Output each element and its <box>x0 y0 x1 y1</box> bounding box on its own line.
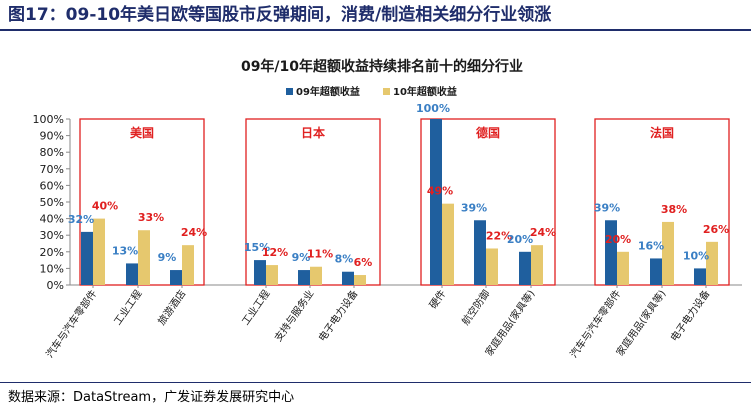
bar-2010 <box>138 230 150 285</box>
y-tick-label: 70% <box>40 163 64 176</box>
value-label-2009: 16% <box>638 239 664 252</box>
legend-item-2009-label: 09年超额收益 <box>296 85 360 98</box>
value-label-2009: 8% <box>335 253 354 266</box>
value-label-2010: 38% <box>661 203 687 216</box>
value-label-2010: 12% <box>262 246 288 259</box>
value-label-2010: 22% <box>486 229 512 242</box>
value-label-2009: 15% <box>244 241 270 254</box>
bar-2009 <box>605 220 617 285</box>
value-label-2010: 24% <box>181 226 207 239</box>
category-label: 电子电力设备 <box>667 287 712 344</box>
value-label-2009: 9% <box>292 251 311 264</box>
bar-2010 <box>706 241 718 285</box>
bar-2009 <box>650 258 662 285</box>
bar-2010 <box>662 221 674 285</box>
bar-2009 <box>254 260 266 285</box>
value-label-2009: 20% <box>507 233 533 246</box>
group-name: 美国 <box>130 125 154 140</box>
bar-2010 <box>442 203 454 285</box>
y-tick-label: 0% <box>47 279 64 292</box>
group-name: 日本 <box>301 125 325 140</box>
bar-2009 <box>342 271 354 285</box>
bar-2009 <box>298 270 310 285</box>
category-label: 家庭用品(家具等) <box>613 287 668 358</box>
y-tick-label: 10% <box>40 262 64 275</box>
category-label: 航空防御 <box>459 287 493 327</box>
value-label-2009: 32% <box>68 213 94 226</box>
value-label-2009: 100% <box>416 102 450 115</box>
bar-2010 <box>266 265 278 285</box>
figure-title: 图17：09-10年美日欧等国股市反弹期间，消费/制造相关细分行业领涨 <box>8 5 552 25</box>
value-label-2009: 10% <box>683 249 709 262</box>
value-label-2009: 39% <box>461 201 487 214</box>
chart-title: 09年/10年超额收益持续排名前十的细分行业 <box>241 58 523 75</box>
value-label-2010: 26% <box>703 223 729 236</box>
category-label: 支持与服务业 <box>271 287 316 344</box>
y-tick-label: 90% <box>40 130 64 143</box>
value-label-2009: 39% <box>594 201 620 214</box>
value-label-2010: 11% <box>307 248 333 261</box>
category-label: 工业工程 <box>240 288 273 328</box>
bar-2009 <box>519 251 531 285</box>
title-rule <box>0 29 751 31</box>
value-label-2010: 40% <box>92 200 118 213</box>
category-label: 家庭用品(家具等) <box>482 287 537 358</box>
y-tick-label: 100% <box>33 113 64 126</box>
legend-item-2009-swatch <box>286 88 293 95</box>
source-note: 数据来源：DataStream，广发证券发展研究中心 <box>8 390 295 405</box>
category-label: 汽车与汽车零部件 <box>43 287 100 360</box>
legend-item-2010-label: 10年超额收益 <box>393 85 457 98</box>
category-label: 电子电力设备 <box>315 287 360 344</box>
value-label-2010: 20% <box>605 233 631 246</box>
bar-2009 <box>430 119 442 285</box>
bar-2010 <box>486 248 498 285</box>
category-label: 汽车与汽车零部件 <box>567 287 624 360</box>
bar-2009 <box>694 268 706 285</box>
y-tick-label: 60% <box>40 179 64 192</box>
y-tick-label: 50% <box>40 196 64 209</box>
category-label: 工业工程 <box>112 288 145 328</box>
category-label: 旅游酒店 <box>155 287 189 327</box>
source-rule <box>0 382 751 383</box>
y-tick-label: 40% <box>40 213 64 226</box>
value-label-2010: 24% <box>530 226 556 239</box>
bar-2010 <box>310 266 322 285</box>
bar-2010 <box>93 218 105 285</box>
legend-item-2010-swatch <box>383 88 390 95</box>
value-label-2009: 9% <box>158 251 177 264</box>
bar-2010 <box>531 245 543 285</box>
bar-2009 <box>126 263 138 285</box>
category-label: 硬件 <box>427 288 448 311</box>
value-label-2009: 13% <box>112 244 138 257</box>
group-name: 德国 <box>476 125 500 140</box>
bar-2009 <box>81 231 93 285</box>
value-label-2010: 33% <box>138 211 164 224</box>
value-label-2010: 6% <box>354 256 373 269</box>
bar-2010 <box>182 245 194 285</box>
y-tick-label: 30% <box>40 229 64 242</box>
bar-2010 <box>354 275 366 285</box>
bar-2009 <box>474 220 486 285</box>
bar-2009 <box>170 270 182 285</box>
value-label-2010: 49% <box>427 185 453 198</box>
y-tick-label: 20% <box>40 246 64 259</box>
y-tick-label: 80% <box>40 146 64 159</box>
group-name: 法国 <box>650 125 674 140</box>
bar-2010 <box>617 251 629 285</box>
